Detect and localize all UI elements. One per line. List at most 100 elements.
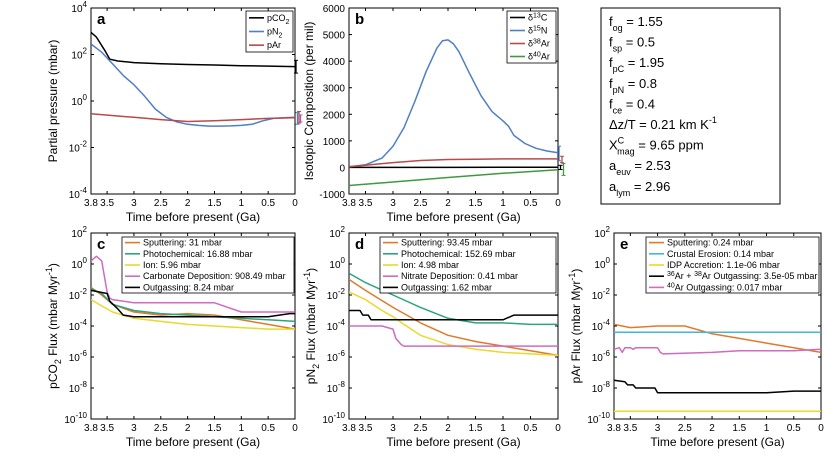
series-line-pn2 <box>91 43 295 127</box>
series-line-photochemical-16-88-mbar <box>91 288 295 323</box>
series-line-sputtering-0-24-mbar <box>614 323 821 354</box>
y-tick-label: 102 <box>71 47 87 62</box>
legend-entry: Ion: 5.96 mbar <box>143 260 201 270</box>
x-tick-label: 3.5 <box>100 198 114 209</box>
x-tick-label: 1.5 <box>469 423 483 434</box>
parameter-line: fpC = 1.95 <box>609 55 664 74</box>
x-tick-label: 0 <box>555 423 561 434</box>
y-tick-label: 10-4 <box>69 186 88 201</box>
y-tick-label: 10-8 <box>69 380 88 395</box>
series-line--38ar <box>349 158 558 168</box>
y-tick-label: 10-8 <box>592 380 611 395</box>
y-tick-label: 104 <box>71 0 87 15</box>
x-tick-label: 3 <box>655 423 661 434</box>
x-tick-label: 3 <box>390 198 396 209</box>
y-axis-label: pAr Flux (mbar Myr-1) <box>567 269 583 384</box>
x-tick-label: 0.5 <box>787 423 801 434</box>
x-tick-label: 3.8 <box>84 198 98 209</box>
panel-e: 3.8 3.5 3 2.5 2 1.5 1 0.5 0 10-10 10-8 10-6 10-4 10-2… <box>567 225 824 449</box>
series-line-38ar-38ar-outgassing-3-5e-05-mbar <box>614 379 821 394</box>
series-line-nitrate-deposition-0-41-mbar <box>349 325 558 347</box>
x-tick-label: 3.8 <box>342 198 356 209</box>
x-tick-label: 1.5 <box>208 423 222 434</box>
legend-entry: δ15N <box>528 26 547 36</box>
series-line-outgassing-1-62-mbar <box>349 309 558 321</box>
x-tick-label: 0.5 <box>524 198 538 209</box>
series-line--40ar <box>349 169 558 187</box>
legend-entry: Outgassing: 8.24 mbar <box>143 282 234 292</box>
x-tick-label: 0 <box>292 198 298 209</box>
y-tick-label: 102 <box>329 225 345 240</box>
x-tick-label: 3.8 <box>607 423 621 434</box>
legend-entry: δ13C <box>528 13 548 23</box>
x-axis-label: Time before present (Ga) <box>386 435 520 449</box>
x-tick-label: 3.5 <box>100 423 114 434</box>
series-line--15n <box>349 39 558 168</box>
x-tick-label: 1 <box>764 423 770 434</box>
y-tick-label: 10-2 <box>592 287 611 302</box>
y-tick-label: 102 <box>71 225 87 240</box>
x-tick-label: 2 <box>445 423 451 434</box>
parameter-line: XC mag = 9.65 ppm <box>609 136 704 157</box>
y-tick-label: 10-2 <box>327 287 346 302</box>
y-tick-label: 10-6 <box>327 349 346 364</box>
legend-entry: Photochemical: 16.88 mbar <box>143 249 253 259</box>
x-tick-label: 0.5 <box>524 423 538 434</box>
series-line-par <box>91 113 295 123</box>
y-tick-label: 1000 <box>323 137 346 148</box>
y-tick-label: 4000 <box>323 57 346 68</box>
y-axis-label: pCO2 Flux (mbar Myr-1) <box>44 263 63 389</box>
x-tick-label: 1.5 <box>732 423 746 434</box>
x-tick-label: 2.5 <box>154 423 168 434</box>
legend-entry: 36Ar + 38Ar Outgassing: 3.5e-05 mbar <box>667 271 817 281</box>
legend-entry: Sputtering: 0.24 mbar <box>667 238 754 248</box>
y-axis-label: Isotopic Composition (per mil) <box>302 22 316 181</box>
legend-entry: Ion: 4.98 mbar <box>401 260 459 270</box>
y-tick-label: 5000 <box>323 31 346 42</box>
panel-letter: e <box>620 236 628 253</box>
parameter-line: fsp = 0.5 <box>609 35 655 54</box>
x-axis-label: Time before present (Ga) <box>386 210 520 224</box>
x-tick-label: 0.5 <box>261 198 275 209</box>
x-tick-label: 3 <box>390 423 396 434</box>
y-tick-label: 6000 <box>323 4 346 15</box>
y-tick-label: 3000 <box>323 84 346 95</box>
x-tick-label: 2 <box>185 423 191 434</box>
y-tick-label: 100 <box>329 256 345 271</box>
y-tick-label: 0 <box>339 163 345 174</box>
panel-letter: c <box>97 236 105 253</box>
series-line-40ar-outgassing-0-017-mbar <box>614 346 821 355</box>
x-tick-label: 2.5 <box>678 423 692 434</box>
legend-entry: 40Ar Outgassing: 0.017 mbar <box>667 282 782 292</box>
y-tick-label: 10-8 <box>327 380 346 395</box>
x-tick-label: 3 <box>131 423 137 434</box>
parameter-line: Δz/T = 0.21 km K-1 <box>609 115 717 132</box>
y-tick-label: 10-10 <box>64 411 87 426</box>
legend-entry: pN2 <box>267 27 283 40</box>
y-tick-label: 10-6 <box>592 349 611 364</box>
series-line-outgassing-8-24-mbar <box>91 289 295 318</box>
legend-entry: Nitrate Deposition: 0.41 mbar <box>401 271 518 281</box>
legend-entry: pAr <box>267 40 281 50</box>
series-line-sputtering-31-mbar <box>91 286 295 330</box>
series-line-carbonate-deposition-908-49-mbar <box>91 255 295 313</box>
series-line-ion-4-98-mbar <box>349 291 558 357</box>
legend-entry: Sputtering: 31 mbar <box>143 238 222 248</box>
panel-letter: b <box>355 11 364 28</box>
x-tick-label: 3.5 <box>359 198 373 209</box>
panel-letter: d <box>355 236 364 253</box>
x-tick-label: 1 <box>500 198 506 209</box>
x-tick-label: 0 <box>818 423 824 434</box>
series-line-photochemical-152-69-mbar <box>349 272 558 326</box>
legend-entry: δ40Ar <box>528 52 550 62</box>
y-axis-label: Partial pressure (mbar) <box>46 40 60 163</box>
legend-box <box>645 236 820 294</box>
series-line-ion-5-96-mbar <box>91 298 295 330</box>
x-tick-label: 0.5 <box>261 423 275 434</box>
x-tick-label: 2.5 <box>154 198 168 209</box>
